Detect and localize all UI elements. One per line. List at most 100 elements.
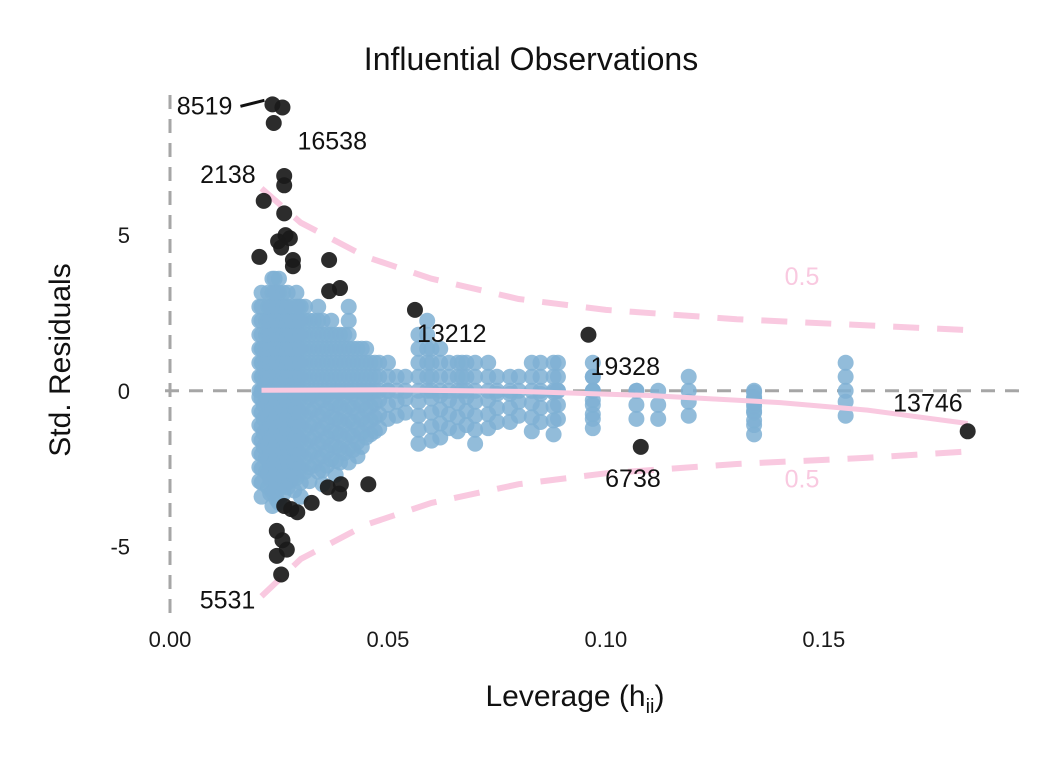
normal-point: [628, 396, 645, 413]
influential-point: [406, 301, 423, 318]
point-label: 8519: [177, 92, 233, 120]
influential-point: [321, 252, 338, 269]
normal-point: [467, 421, 484, 438]
normal-point: [419, 312, 436, 329]
normal-point: [310, 298, 327, 315]
x-axis-title-main: Leverage (h: [486, 680, 646, 713]
influential-point: [332, 280, 348, 297]
normal-point: [650, 410, 667, 427]
label-leaders: [240, 98, 265, 108]
normal-point: [680, 368, 697, 385]
normal-point: [323, 312, 340, 329]
normal-point: [549, 368, 566, 385]
x-tick-label: 0.10: [584, 627, 627, 652]
contour-label: 0.5: [785, 263, 820, 291]
normal-point: [340, 298, 357, 315]
normal-point: [397, 390, 414, 407]
normal-point: [467, 393, 484, 410]
normal-point: [650, 396, 667, 413]
point-label: 16538: [297, 127, 367, 155]
normal-point: [467, 354, 484, 371]
normal-point: [510, 393, 527, 410]
influential-point: [274, 99, 291, 116]
influential-point: [276, 205, 293, 222]
normal-point: [584, 368, 601, 385]
normal-point: [288, 284, 305, 301]
influential-point: [273, 566, 290, 583]
normal-point: [410, 435, 427, 452]
point-label: 2138: [200, 161, 256, 189]
influential-point: [632, 438, 649, 455]
point-label: 5531: [200, 586, 256, 614]
influential-point: [265, 115, 282, 132]
normal-point: [410, 421, 427, 438]
x-axis-title-subscript: ii: [646, 696, 655, 718]
cooks-contour-lower: [259, 448, 968, 599]
normal-point: [379, 354, 396, 371]
chart-title: Influential Observations: [364, 41, 698, 77]
normal-point: [340, 326, 357, 343]
influential-point: [289, 504, 306, 521]
normal-point: [397, 368, 414, 385]
normal-point: [532, 399, 549, 416]
x-axis-title: Leverage (hii): [486, 680, 665, 718]
cooks-distance-contours: 0.5 0.5: [259, 186, 969, 599]
normal-point: [432, 340, 449, 357]
normal-point: [680, 407, 697, 424]
reference-lines: [165, 95, 1020, 615]
x-tick-label: 0.00: [149, 627, 192, 652]
normal-point: [837, 354, 854, 371]
influential-point: [303, 494, 320, 511]
normal-point: [358, 340, 375, 357]
y-tick-label: -5: [110, 534, 130, 559]
normal-point: [410, 407, 427, 424]
normal-point: [584, 354, 601, 371]
normal-point: [549, 410, 566, 427]
influential-points: [251, 96, 976, 583]
y-tick-label: 0: [118, 379, 130, 404]
normal-point: [746, 426, 763, 443]
loess-curve: [261, 387, 969, 426]
y-tick-label: 5: [118, 223, 130, 248]
normal-point: [584, 410, 601, 427]
normal-point: [628, 410, 645, 427]
point-label: 13746: [893, 389, 963, 417]
normal-point: [532, 368, 549, 385]
y-axis-title: Std. Residuals: [44, 263, 77, 456]
point-label: 13212: [417, 320, 487, 348]
normal-point: [467, 435, 484, 452]
y-axis-ticks: 5 0 -5: [110, 223, 130, 559]
influential-point: [276, 177, 293, 194]
normal-point: [488, 413, 505, 430]
x-tick-label: 0.15: [802, 627, 845, 652]
normal-point: [419, 326, 436, 343]
influential-point: [251, 248, 268, 265]
normal-point: [549, 354, 566, 371]
normal-point: [510, 368, 527, 385]
normal-point: [510, 407, 527, 424]
normal-point: [584, 396, 601, 413]
influential-point: [580, 326, 597, 343]
normal-point: [746, 412, 763, 429]
normal-point: [480, 354, 497, 371]
point-label: 19328: [590, 353, 660, 381]
normal-point: [467, 368, 484, 385]
normal-point: [297, 298, 314, 315]
normal-point: [584, 382, 601, 399]
cooks-contour-upper: [259, 186, 968, 334]
influential-point: [268, 547, 285, 564]
normal-point: [270, 270, 287, 287]
influential-point: [255, 192, 272, 209]
label-leader: [240, 98, 265, 108]
normal-point: [837, 368, 854, 385]
normal-point: [467, 407, 484, 424]
x-axis-title-close: ): [655, 680, 665, 713]
influential-point: [360, 476, 377, 493]
influential-point: [331, 485, 348, 502]
normal-point: [837, 407, 854, 424]
influential-point: [273, 239, 290, 256]
normal-point: [549, 396, 566, 413]
normal-point: [545, 426, 562, 443]
normal-point: [532, 413, 549, 430]
